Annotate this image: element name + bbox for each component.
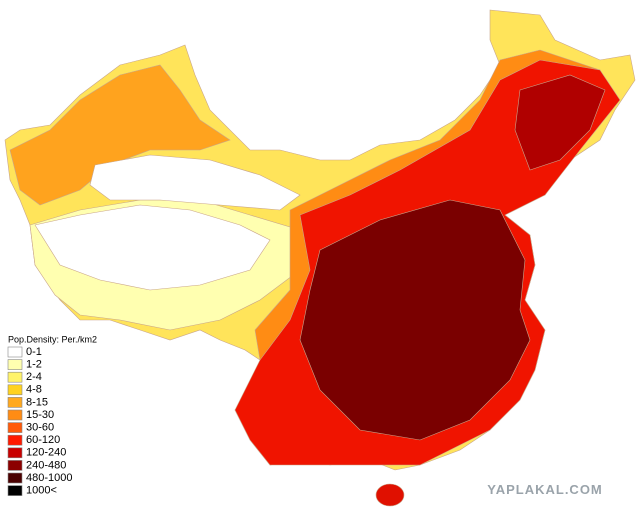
legend-label: 480-1000 bbox=[26, 472, 73, 484]
legend-label: 4-8 bbox=[26, 384, 42, 396]
legend-label: 1-2 bbox=[26, 359, 42, 371]
legend-label: 1000< bbox=[26, 485, 57, 497]
region-northeast bbox=[514, 74, 606, 171]
legend-label: 15-30 bbox=[26, 409, 54, 421]
hainan bbox=[375, 483, 405, 507]
legend-label: 2-4 bbox=[26, 371, 42, 383]
legend-swatch bbox=[7, 397, 23, 408]
legend-label: 30-60 bbox=[26, 422, 54, 434]
legend-swatch bbox=[7, 434, 23, 446]
region-tarim bbox=[89, 154, 301, 211]
legend-swatch bbox=[7, 384, 23, 396]
legend-swatch bbox=[7, 460, 23, 471]
legend-swatch bbox=[7, 485, 23, 496]
legend-swatch bbox=[7, 422, 23, 433]
legend: Pop.Density: Per./km2 0-11-22-44-88-1515… bbox=[7, 334, 97, 497]
legend-swatch bbox=[7, 359, 23, 370]
legend-label: 120-240 bbox=[26, 447, 66, 459]
watermark: YAPLAKAL.COM bbox=[487, 482, 603, 497]
legend-label: 8-15 bbox=[26, 396, 48, 408]
legend-label: 60-120 bbox=[26, 434, 60, 446]
legend-swatch bbox=[7, 472, 23, 484]
legend-label: 0-1 bbox=[26, 346, 42, 358]
legend-swatch bbox=[7, 409, 23, 421]
legend-label: 240-480 bbox=[26, 459, 66, 471]
legend-title: Pop.Density: Per./km2 bbox=[8, 334, 97, 344]
legend-swatch bbox=[7, 447, 23, 459]
legend-swatch bbox=[7, 371, 23, 383]
region-core bbox=[299, 199, 531, 441]
region-tibet bbox=[34, 204, 271, 291]
region-northwest bbox=[9, 64, 231, 206]
legend-swatch bbox=[7, 346, 23, 358]
